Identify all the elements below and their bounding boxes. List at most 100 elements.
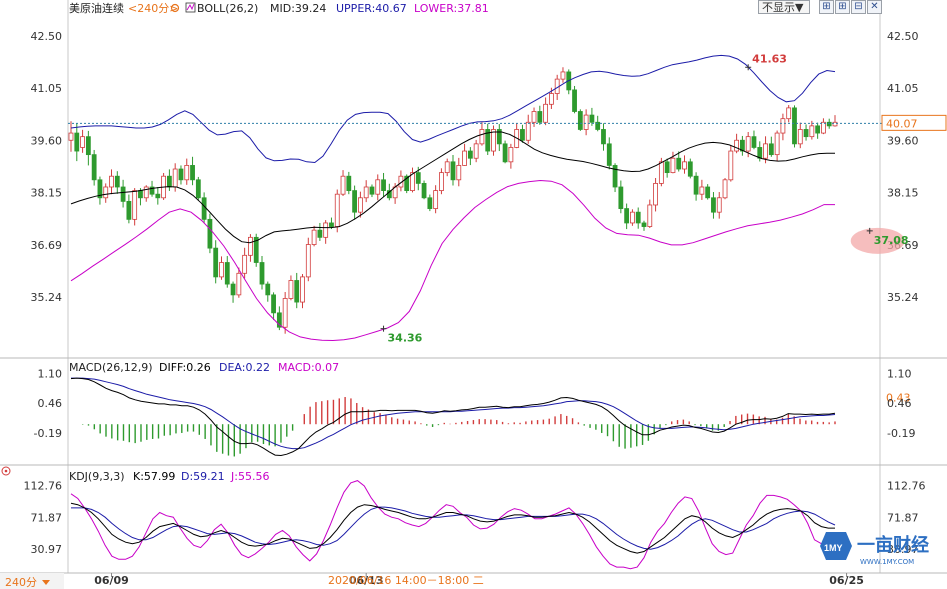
extreme-label: 34.36 [388,332,423,345]
boll-label[interactable]: BOLL(26,2) [197,2,258,15]
candle-body [120,186,126,202]
candle-body [132,190,138,220]
candle-body [624,208,630,224]
candle-body [664,161,670,174]
candle-body [282,298,288,328]
period-button[interactable]: 240分 [5,576,37,589]
candle-body [803,129,809,138]
candle-body [601,129,606,145]
candle-body [670,157,676,174]
candle-body [357,197,363,213]
y-tick-label: 36.69 [31,239,63,252]
zoom-in-icon[interactable]: ⊞ [835,0,850,14]
boll-lower-line [70,179,835,342]
candle-body [80,136,85,148]
crosshair-icon[interactable] [1,466,11,476]
boll-upper-line [70,54,836,164]
price-candles [68,67,838,334]
candle-body [155,193,161,199]
macd-label[interactable]: MACD(26,12,9) [69,361,153,374]
watermark-logo: 1MY 一亩财经 WWW.1MY.COM [820,532,929,566]
candle-body [103,186,109,199]
candle-body [705,186,711,199]
candle-body [797,129,803,145]
kdj-lines [70,480,836,570]
y-tick-label: 39.60 [31,134,63,147]
candle-body [763,143,768,159]
y-tick-label: 1.10 [38,368,63,381]
candle-body [826,121,832,127]
symbol-title: 美原油连续 [69,1,124,15]
candle-body [774,132,780,156]
zoom-out-icon[interactable]: ⊟ [851,0,866,14]
kdj-d-value: D:59.21 [181,470,225,483]
candle-body [491,129,496,152]
candle-body [242,254,248,274]
candle-body [97,179,103,199]
y-tick-label: 112.76 [24,479,63,492]
candle-body [508,147,514,163]
candle-body [479,129,485,145]
candle-body [496,129,502,145]
candle-body [450,161,456,181]
watermark-logo-text: 1MY [824,543,843,553]
y-tick-label: 0.46 [887,397,912,410]
candle-body [439,172,444,191]
period-dropdown-icon[interactable] [42,580,50,585]
y-tick-label: 35.24 [31,291,63,304]
candle-body [74,132,80,152]
y-tick-label: 0.46 [38,397,63,410]
y-tick-label: 38.15 [31,186,63,199]
candle-body [334,193,340,227]
candle-body [728,150,734,181]
y-tick-label: 42.50 [31,30,63,43]
candle-body [467,150,473,159]
candle-body [236,272,242,296]
macd-dea-value: DEA:0.22 [219,361,270,374]
candle-body [248,236,253,256]
candle-body [520,129,525,141]
boll-lines [70,54,836,342]
candle-body [577,111,583,130]
cursor-time: 2020/06/16 14:00－18:00 二 [328,574,484,587]
current-price-tag [881,114,947,131]
candle-body [757,147,763,159]
grid-layout-icon[interactable]: ⊞ [819,0,834,14]
extreme-label: 37.08 [874,234,909,247]
candle-body [109,175,114,188]
close-icon[interactable]: ✕ [867,0,882,14]
price-axis: 42.50 42.50 41.05 41.05 39.60 39.60 38.15 38.15… [31,30,919,304]
candle-body [531,111,537,123]
hide-indicator-dropdown[interactable]: 不显示▼ [758,0,810,14]
y-tick-label: 41.05 [887,82,919,95]
kdj-label[interactable]: KDJ(9,3,3) [69,470,125,483]
candle-body [369,186,375,195]
y-tick-label: 30.97 [887,543,919,556]
candle-body [768,143,774,156]
boll-upper-value: UPPER:40.67 [336,2,407,15]
candle-body [653,183,658,206]
candle-body [190,165,195,181]
boll-mid-line [70,131,835,244]
settings-icon[interactable] [170,3,180,13]
candle-body [381,179,386,191]
candle-body [780,118,786,134]
candle-body [375,179,381,195]
macd-diff-value: DIFF:0.26 [159,361,211,374]
candle-body [68,132,74,141]
candle-body [739,139,745,152]
candle-body [792,107,797,145]
candle-body [195,179,201,199]
candle-body [543,103,549,123]
period-tag[interactable]: <240分> [128,2,178,15]
candle-body [230,283,236,296]
candle-body [352,190,358,213]
y-tick-label: -0.19 [887,427,915,440]
candle-body [658,161,664,184]
macd-lines: 0.43 [70,377,911,457]
candle-body [630,211,635,224]
x-tick-label: 06/25 [829,574,864,587]
kdj-k-value: K:57.99 [133,470,175,483]
